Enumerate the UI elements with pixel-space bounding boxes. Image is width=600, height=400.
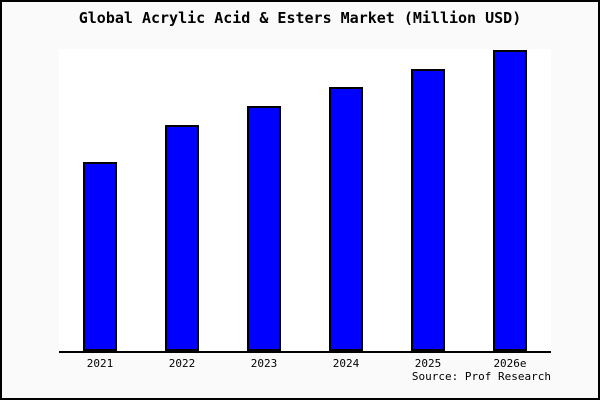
source-credit: Source: Prof Research <box>411 370 551 383</box>
chart-title: Global Acrylic Acid & Esters Market (Mil… <box>78 9 522 27</box>
x-tick-label-2024: 2024 <box>332 357 360 370</box>
bar-2023 <box>247 106 281 351</box>
bar-2026e <box>493 50 527 351</box>
x-tick-label-2023: 2023 <box>250 357 278 370</box>
bar-2022 <box>165 125 199 351</box>
bar-2024 <box>329 87 363 351</box>
x-tick-label-2021: 2021 <box>86 357 114 370</box>
plot-area <box>59 49 551 353</box>
bar-2021 <box>83 162 117 351</box>
x-tick-label-2022: 2022 <box>168 357 196 370</box>
bar-2025 <box>411 69 445 351</box>
x-tick-label-2026e: 2026e <box>493 357 527 370</box>
x-tick-label-2025: 2025 <box>414 357 442 370</box>
